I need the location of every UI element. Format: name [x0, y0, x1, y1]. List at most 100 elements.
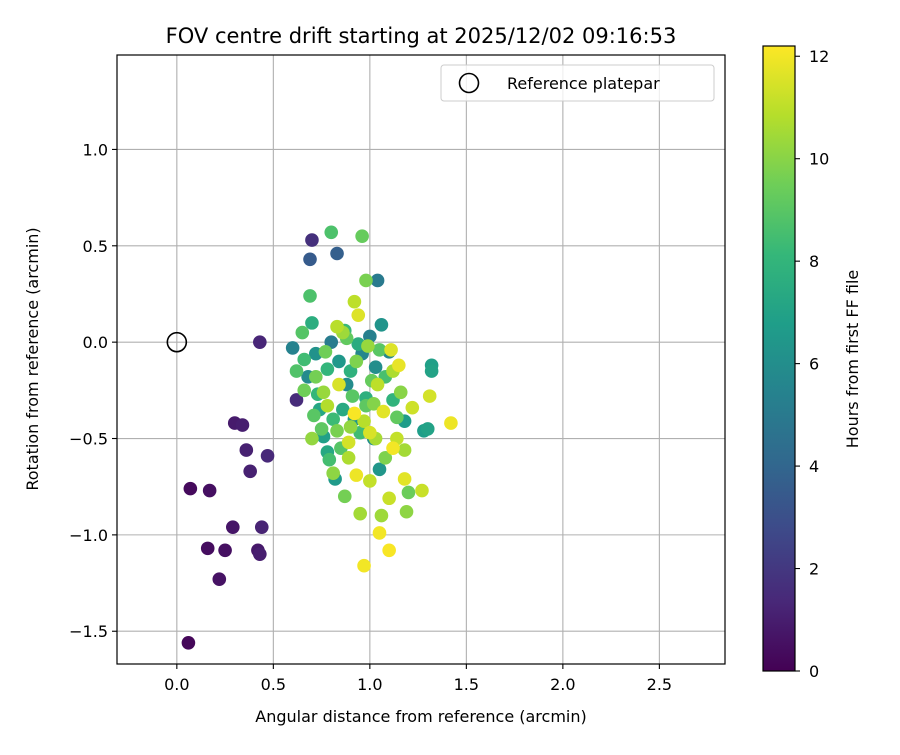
- x-tick-label: 0.0: [164, 675, 189, 694]
- data-point: [349, 468, 364, 482]
- data-point: [181, 636, 196, 650]
- y-axis-label: Rotation from reference (arcmin): [23, 227, 42, 490]
- data-point: [357, 558, 371, 573]
- y-tick-label: −1.0: [69, 526, 108, 545]
- data-point: [303, 252, 317, 267]
- x-axis-label: Angular distance from reference (arcmin): [255, 707, 586, 726]
- data-point: [253, 547, 267, 561]
- y-tick-label: 0.5: [83, 237, 108, 256]
- data-point: [320, 362, 335, 376]
- data-point: [374, 508, 389, 523]
- data-point: [322, 452, 337, 467]
- data-point: [305, 316, 319, 330]
- data-point: [243, 464, 257, 479]
- data-point: [370, 377, 385, 392]
- legend-label: Reference platepar: [507, 74, 660, 93]
- colorbar-tick-label: 0: [809, 662, 819, 681]
- data-point: [345, 389, 360, 403]
- data-point: [420, 422, 435, 436]
- data-point: [392, 358, 406, 373]
- legend: Reference platepar: [440, 64, 715, 102]
- data-point: [347, 406, 362, 421]
- y-tick-label: −1.5: [69, 622, 108, 641]
- x-tick-label: 2.0: [550, 675, 575, 694]
- data-point: [226, 520, 240, 534]
- data-point: [337, 489, 352, 504]
- data-point: [347, 294, 362, 309]
- colorbar-tick-label: 6: [809, 355, 819, 374]
- data-point: [200, 541, 215, 556]
- data-point: [401, 485, 416, 500]
- data-point: [372, 462, 387, 477]
- data-point: [405, 400, 420, 415]
- data-point: [355, 229, 369, 243]
- data-point: [382, 543, 396, 558]
- legend-box: [440, 64, 715, 102]
- data-point: [253, 335, 267, 349]
- data-point: [393, 385, 408, 400]
- data-point: [303, 289, 317, 303]
- data-point: [295, 325, 310, 340]
- data-point: [424, 364, 439, 378]
- data-point: [330, 246, 344, 261]
- data-point: [332, 377, 346, 392]
- colorbar-tick-label: 2: [809, 560, 819, 579]
- data-point: [202, 483, 217, 498]
- data-point: [399, 504, 414, 519]
- plot-frame: [116, 54, 726, 665]
- data-point: [212, 572, 227, 587]
- data-point: [353, 506, 368, 521]
- data-point: [297, 383, 312, 398]
- x-tick-label: 2.5: [647, 675, 672, 694]
- data-point: [341, 435, 356, 450]
- data-point: [218, 543, 232, 558]
- plot-area: [117, 55, 725, 664]
- data-point: [239, 443, 254, 457]
- data-point: [382, 491, 396, 506]
- y-tick-label: 1.0: [83, 140, 108, 159]
- data-point: [309, 370, 323, 384]
- ticks-layer: 0.0 0.5 1.0 1.5 2.0 2.5 1.0 0.5 0.0 −0.5 −1.0 −1.5: [69, 140, 672, 694]
- data-point: [415, 483, 429, 498]
- colorbar-tick-label: 10: [809, 150, 829, 169]
- reference-platepar-marker: [166, 331, 188, 353]
- data-point: [397, 472, 412, 486]
- data-point: [397, 443, 412, 457]
- data-point: [307, 408, 321, 423]
- colorbar-tick-label: 12: [809, 47, 829, 66]
- data-point: [289, 364, 304, 378]
- data-point: [378, 450, 393, 465]
- data-point: [326, 412, 340, 427]
- data-point: [260, 449, 275, 463]
- data-point: [359, 273, 373, 288]
- data-point: [324, 225, 339, 240]
- colorbar: 0 2 4 6 8 10 12 Hours from first FF file: [762, 45, 862, 681]
- data-point: [314, 422, 329, 436]
- data-point: [361, 339, 375, 353]
- colorbar-tick-label: 8: [809, 252, 819, 271]
- colorbar-gradient: [762, 45, 796, 672]
- y-tick-label: −0.5: [69, 430, 108, 449]
- data-point: [357, 414, 371, 428]
- data-point: [384, 343, 398, 357]
- data-point: [254, 520, 269, 534]
- legend-marker: [458, 72, 480, 94]
- data-point: [363, 425, 377, 440]
- data-point: [363, 474, 377, 488]
- y-tick-label: 0.0: [83, 333, 108, 352]
- data-point: [372, 526, 387, 540]
- data-point: [372, 343, 387, 357]
- colorbar-label: Hours from first FF file: [843, 270, 862, 449]
- data-point: [374, 318, 389, 332]
- data-point: [343, 420, 358, 434]
- data-point: [330, 424, 344, 438]
- data-point: [235, 418, 250, 432]
- data-point: [370, 273, 385, 288]
- points-layer: [181, 225, 458, 650]
- data-point: [318, 344, 333, 359]
- data-point: [320, 398, 335, 413]
- data-point: [285, 341, 300, 355]
- data-point: [390, 410, 404, 425]
- data-point: [289, 393, 304, 407]
